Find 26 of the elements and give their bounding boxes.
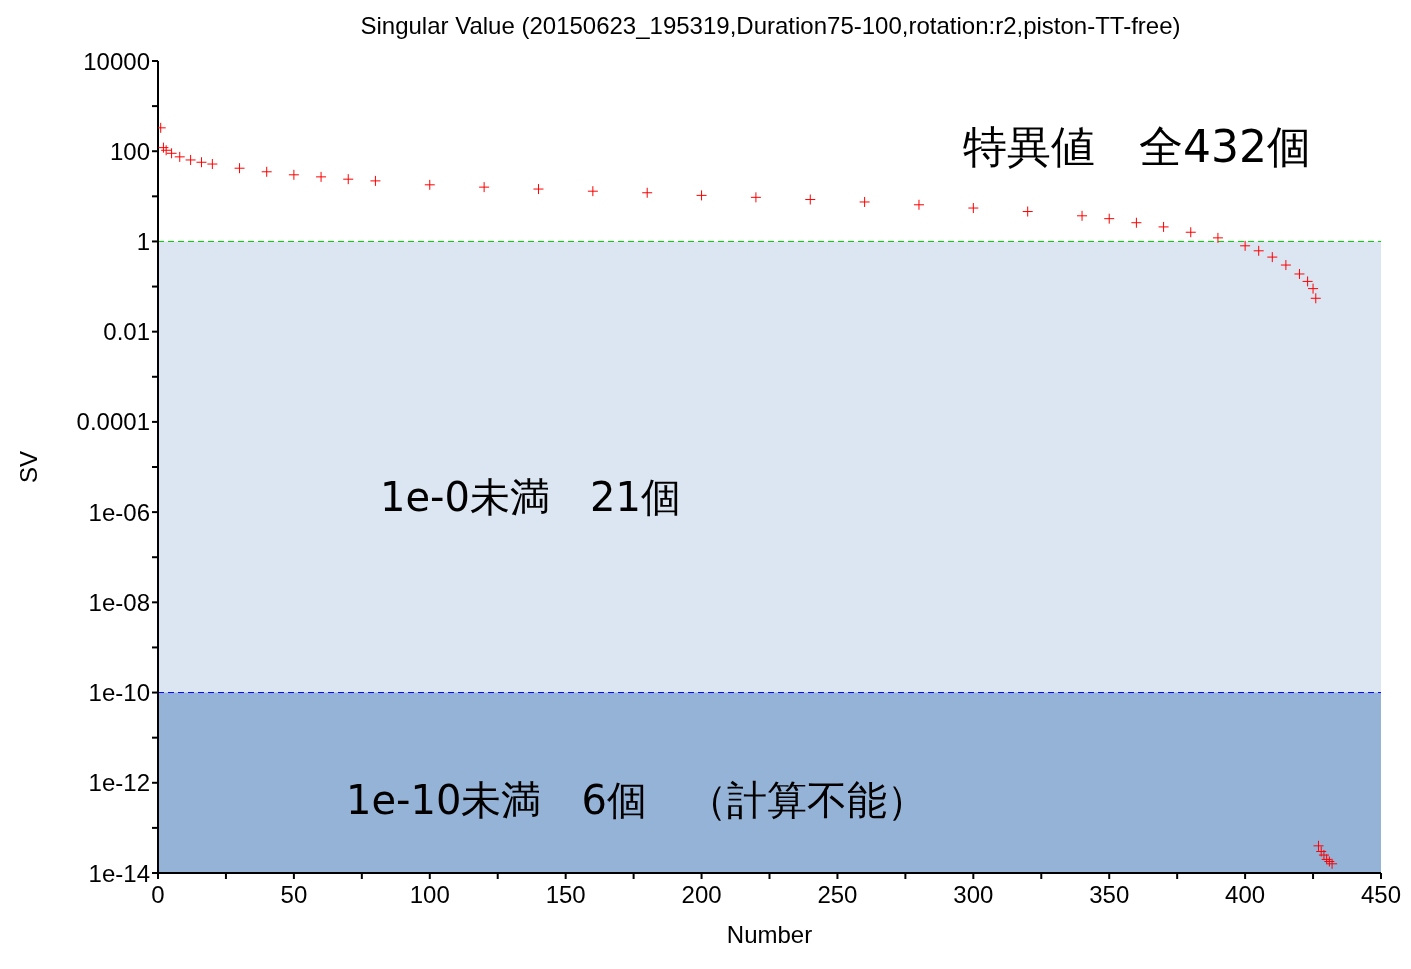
chart-title: Singular Value (20150623_195319,Duration75-100,rotation:r2,piston-TT-free): [359, 12, 1182, 40]
y-tick-label: 1e-10: [88, 679, 150, 707]
x-tick-label: 100: [409, 881, 450, 908]
x-tick-label: 250: [817, 881, 858, 908]
x-axis-title: Number: [726, 921, 813, 948]
y-tick-label: 1: [136, 227, 150, 255]
y-tick-label: 0.01: [103, 318, 150, 346]
y-tick-label: 1e-12: [88, 769, 150, 797]
y-tick-label: 1e-08: [88, 588, 150, 616]
y-axis-title: SV: [14, 450, 42, 484]
x-tick-label: 50: [280, 881, 308, 908]
x-tick-label: 200: [681, 881, 722, 908]
y-tick-label: 100: [109, 137, 150, 165]
y-tick-label: 0.0001: [76, 408, 150, 436]
y-tick-label: 1e-14: [88, 859, 150, 887]
x-tick-label: 400: [1225, 881, 1266, 908]
x-tick-label: 0: [151, 881, 165, 908]
x-tick-label: 450: [1360, 881, 1402, 908]
y-tick-label: 10000: [83, 47, 150, 75]
annotation: 1e-0未満 21個: [380, 473, 681, 522]
x-tick-label: 300: [953, 881, 994, 908]
x-tick-label: 150: [545, 881, 586, 908]
annotation: 1e-10未満 6個 （計算不能）: [346, 776, 927, 825]
x-tick-label: 350: [1089, 881, 1130, 908]
y-tick-label: 1e-06: [88, 498, 150, 526]
annotation: 特異値 全432個: [963, 120, 1311, 174]
